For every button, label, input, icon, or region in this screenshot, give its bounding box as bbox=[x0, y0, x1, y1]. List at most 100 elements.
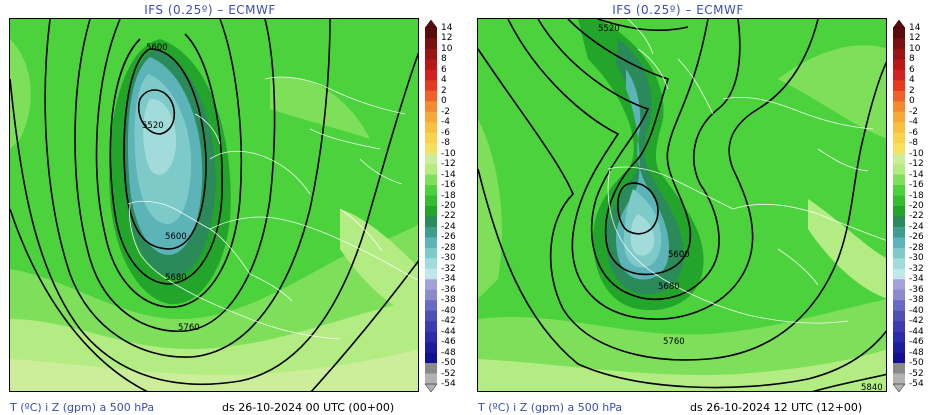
colorbar-tick-label: -14 bbox=[909, 169, 924, 180]
colorbar-segment bbox=[893, 132, 905, 144]
colorbar-tick-label: 12 bbox=[441, 33, 453, 44]
colorbar-tick-label: -22 bbox=[909, 211, 924, 222]
colorbar-tick-label: 0 bbox=[909, 96, 915, 107]
colorbar-tick-label: 12 bbox=[909, 33, 921, 44]
colorbar-segment bbox=[425, 59, 437, 71]
colorbar-segment bbox=[425, 111, 437, 123]
colorbar-segment bbox=[893, 247, 905, 259]
colorbar-max-arrow bbox=[425, 20, 437, 29]
contour-label: 5520 bbox=[598, 24, 620, 34]
colorbar-tick-label: -42 bbox=[441, 316, 456, 327]
colorbar-segment bbox=[425, 69, 437, 81]
colorbar-tick-label: -18 bbox=[441, 190, 456, 201]
colorbar-tick-label: -38 bbox=[441, 295, 456, 306]
colorbar-segment bbox=[425, 258, 437, 270]
colorbar-tick-label: -30 bbox=[441, 253, 456, 264]
colorbar-segment bbox=[893, 122, 905, 134]
contour-label: 5600 bbox=[165, 232, 187, 242]
colorbar-tick-label: -24 bbox=[909, 221, 924, 232]
colorbar-tick-label: -50 bbox=[441, 358, 456, 369]
colorbar-segment bbox=[425, 185, 437, 196]
footer-date: ds 26-10-2024 12 UTC (12+00) bbox=[690, 401, 863, 414]
colorbar-segment bbox=[893, 195, 905, 207]
colorbar-segment bbox=[893, 185, 905, 196]
colorbar-tick-label: -48 bbox=[909, 347, 924, 358]
map-panel-right: IFS (0.25º) – ECMWF bbox=[468, 0, 939, 415]
colorbar-tick-label: -16 bbox=[909, 180, 924, 191]
colorbar-segment bbox=[893, 331, 905, 343]
colorbar-max-arrow bbox=[893, 20, 905, 29]
colorbar-segment bbox=[893, 206, 905, 217]
colorbar-tick-label: 6 bbox=[441, 64, 447, 75]
temperature-colorbar bbox=[893, 20, 905, 392]
colorbar-tick-label: -4 bbox=[909, 117, 918, 128]
colorbar-tick-label: -12 bbox=[441, 159, 456, 170]
colorbar-segment bbox=[425, 373, 437, 385]
colorbar-segment bbox=[425, 216, 437, 228]
colorbar-tick-label: -20 bbox=[909, 201, 924, 211]
contour-label: 5840 bbox=[861, 383, 883, 392]
colorbar-tick-label: -2 bbox=[441, 106, 450, 117]
colorbar-tick-label: -54 bbox=[909, 379, 924, 389]
colorbar-segment bbox=[893, 101, 905, 113]
colorbar-tick-label: -52 bbox=[909, 368, 924, 379]
colorbar-segment bbox=[893, 143, 905, 154]
colorbar-tick-label: -44 bbox=[441, 326, 456, 337]
colorbar-tick-label: -50 bbox=[909, 358, 924, 369]
contour-label: 5680 bbox=[165, 273, 187, 283]
colorbar-segment bbox=[893, 352, 905, 364]
colorbar-segment bbox=[425, 247, 437, 259]
colorbar-segment bbox=[893, 363, 905, 374]
colorbar-segment bbox=[893, 342, 905, 353]
colorbar-min-arrow bbox=[425, 383, 437, 392]
colorbar-segment bbox=[893, 237, 905, 249]
footer-variable: T (ºC) i Z (gpm) a 500 hPa bbox=[10, 401, 155, 414]
colorbar-tick-label: -26 bbox=[441, 232, 456, 243]
colorbar-segment bbox=[893, 226, 905, 238]
colorbar-segment bbox=[893, 59, 905, 71]
colorbar-segment bbox=[893, 111, 905, 123]
colorbar-segment bbox=[425, 342, 437, 353]
footer-variable: T (ºC) i Z (gpm) a 500 hPa bbox=[478, 401, 623, 414]
colorbar-segment bbox=[893, 164, 905, 175]
colorbar-tick-label: -10 bbox=[909, 148, 924, 159]
colorbar-tick-label: -36 bbox=[441, 284, 456, 295]
colorbar-segment bbox=[425, 300, 437, 312]
colorbar-segment bbox=[425, 48, 437, 60]
colorbar-tick-label: -42 bbox=[909, 316, 924, 327]
colorbar-tick-label: -32 bbox=[441, 263, 456, 274]
contour-label: 5760 bbox=[178, 323, 200, 333]
colorbar-segment bbox=[425, 331, 437, 343]
colorbar-tick-label: -36 bbox=[909, 284, 924, 295]
colorbar-tick-label: -34 bbox=[441, 274, 456, 285]
colorbar-segment bbox=[425, 143, 437, 154]
colorbar-segment bbox=[893, 80, 905, 92]
footer-date: ds 26-10-2024 00 UTC (00+00) bbox=[222, 401, 395, 414]
colorbar-tick-label: -12 bbox=[909, 159, 924, 170]
colorbar-tick-label: 10 bbox=[909, 43, 921, 54]
colorbar-tick-label: -54 bbox=[441, 379, 456, 389]
colorbar-segment bbox=[425, 268, 437, 280]
colorbar-segment bbox=[425, 80, 437, 92]
colorbar-tick-label: -18 bbox=[909, 190, 924, 201]
colorbar-segment bbox=[425, 101, 437, 113]
colorbar-segment bbox=[425, 174, 437, 186]
colorbar-tick-label: -20 bbox=[441, 201, 456, 211]
colorbar-tick-label: -46 bbox=[909, 337, 924, 348]
colorbar-tick-label: 14 bbox=[909, 23, 921, 33]
colorbar-tick-label: 0 bbox=[441, 96, 447, 107]
colorbar-segment bbox=[893, 279, 905, 291]
colorbar-segment bbox=[893, 373, 905, 385]
colorbar-tick-label: 8 bbox=[909, 54, 915, 65]
colorbar-tick-label: -24 bbox=[441, 221, 456, 232]
colorbar-segment bbox=[893, 258, 905, 270]
colorbar-segment bbox=[425, 164, 437, 175]
colorbar-segment bbox=[425, 90, 437, 102]
colorbar-segment bbox=[893, 69, 905, 81]
colorbar-tick-label: -14 bbox=[441, 169, 456, 180]
colorbar-tick-label: 10 bbox=[441, 43, 453, 54]
contour-label: 5600 bbox=[668, 250, 690, 260]
colorbar-segment bbox=[425, 321, 437, 332]
colorbar-tick-label: 4 bbox=[909, 75, 915, 86]
colorbar-segment bbox=[425, 28, 437, 39]
